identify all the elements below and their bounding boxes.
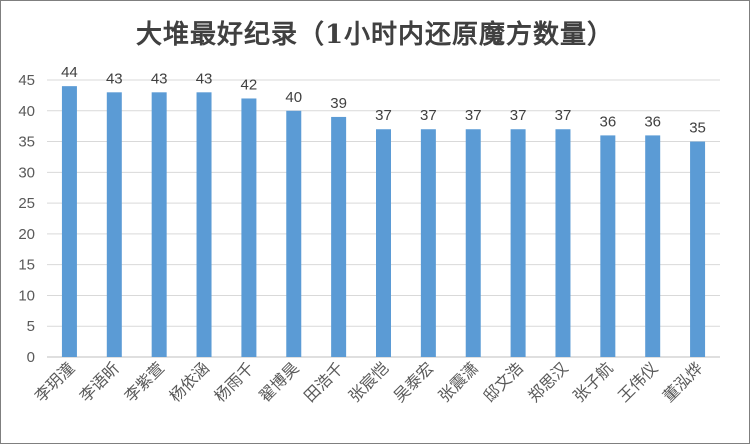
y-tick-label: 0 [27,349,35,366]
x-tick-label: 李语昕 [76,358,123,405]
y-tick-label: 20 [18,226,35,243]
x-tick-label: 吴泰宏 [390,358,437,405]
bar [510,129,526,357]
bar [151,92,167,358]
y-tick-label: 45 [18,72,35,89]
bar [376,129,391,357]
x-tick-label: 杨雨千 [210,358,257,405]
bar [331,116,347,357]
data-label: 43 [196,70,213,87]
data-label: 40 [285,89,302,106]
y-tick-label: 15 [18,257,35,274]
bars [61,86,706,358]
data-labels: 44 43 43 43 42 40 39 37 37 37 37 37 36 36 35 [61,64,706,136]
data-label: 43 [151,70,168,87]
data-label: 42 [241,76,258,93]
y-axis: 0 5 10 15 20 25 30 35 40 45 [18,72,35,366]
x-tick-label: 张宸恺 [345,358,392,405]
data-label: 35 [689,120,706,137]
bar [286,110,302,358]
y-tick-label: 5 [27,318,35,335]
data-label: 37 [555,107,572,124]
data-label: 44 [61,64,78,81]
chart-title: 大堆最好纪录（1小时内还原魔方数量） [135,20,615,50]
x-tick-label: 邸文浩 [480,358,527,405]
x-tick-label: 郑思汉 [524,358,571,405]
y-tick-label: 25 [18,195,35,212]
x-tick-label: 李紫萱 [121,358,168,405]
data-label: 37 [465,107,482,124]
x-tick-label: 王伟仪 [614,358,661,405]
data-label: 39 [330,95,347,112]
bar [106,92,122,358]
x-tick-label: 李玥潼 [31,358,78,405]
y-tick-label: 10 [18,287,35,304]
y-tick-label: 35 [18,134,35,151]
data-label: 43 [106,70,123,87]
x-tick-label: 田浩千 [300,358,347,405]
x-axis: 李玥潼李语昕李紫萱杨依涵杨雨千翟博昊田浩千张宸恺吴泰宏张震潇邸文浩郑思汉张子航王… [31,358,707,405]
x-tick-label: 张震潇 [435,358,482,405]
data-label: 36 [644,113,661,130]
bar [555,129,571,357]
x-tick-label: 张子航 [569,358,616,405]
bar [196,92,212,358]
bar [600,135,616,357]
data-label: 37 [420,107,437,124]
bar [465,129,481,357]
x-tick-label: 杨依涵 [165,358,212,405]
bar [61,86,77,358]
data-label: 37 [375,107,392,124]
bar [420,129,436,357]
bar [241,98,257,357]
x-tick-label: 董泓烨 [659,358,706,405]
y-tick-label: 30 [18,164,35,181]
data-label: 36 [599,113,616,130]
bar [645,135,661,357]
y-tick-label: 40 [18,103,35,120]
bar [690,141,706,357]
x-tick-label: 翟博昊 [255,358,302,405]
data-label: 37 [510,107,527,124]
